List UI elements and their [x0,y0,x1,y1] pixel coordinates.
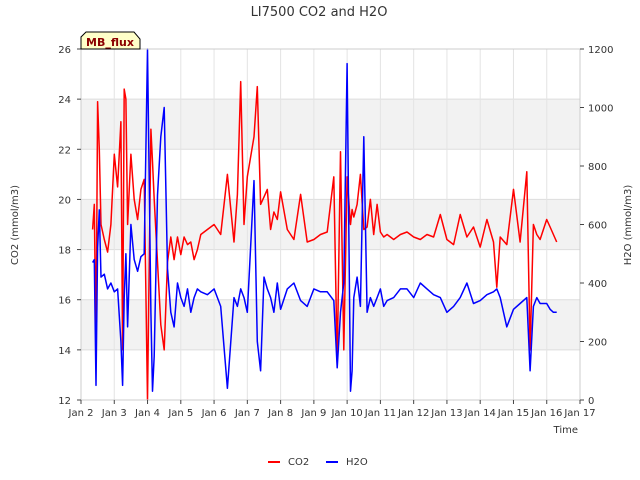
x-tick-label: Jan 12 [397,408,429,419]
x-tick-label: Jan 7 [234,408,260,419]
y-tick-label: 14 [58,346,71,357]
y-tick-label: 26 [58,45,71,56]
y2-tick-label: 600 [588,221,607,232]
x-tick-label: Jan 6 [201,408,227,419]
x-tick-label: Jan 10 [330,408,362,419]
x-tick-label: Jan 2 [68,408,94,419]
legend: CO2 H2O [268,457,368,468]
x-tick-label: Jan 3 [101,408,127,419]
y-axis-ticks: 12 14 16 18 20 22 24 26 [58,45,81,407]
x-tick-label: Jan 17 [563,408,595,419]
y-tick-label: 16 [58,296,71,307]
y2-tick-label: 200 [588,338,607,349]
y2-tick-label: 400 [588,279,607,290]
x-tick-label: Jan 5 [167,408,193,419]
y2-tick-label: 1000 [588,104,613,115]
x-tick-label: Jan 11 [364,408,396,419]
x-axis-ticks: Jan 2 Jan 3 Jan 4 Jan 5 Jan 6 Jan 7 Jan 8 Jan 9… [68,400,596,419]
legend-label-h2o: H2O [346,457,368,468]
chart-title: LI7500 CO2 and H2O [251,5,388,20]
annotation-label: MB_flux [86,36,134,49]
series-line-co2 [91,80,558,401]
y2-axis-ticks: 0 200 400 600 800 1000 1200 [580,45,613,407]
legend-label-co2: CO2 [288,457,309,468]
plot-band [81,99,580,150]
series-group [91,48,558,401]
y-tick-label: 12 [58,396,71,407]
y-tick-label: 18 [58,246,71,257]
y2-tick-label: 800 [588,162,607,173]
y-tick-label: 22 [58,145,71,156]
y-tick-label: 20 [58,195,71,206]
x-tick-label: Jan 15 [497,408,529,419]
y-axis-label: CO2 (mmol/m3) [10,185,21,265]
x-tick-label: Jan 9 [300,408,326,419]
annotation-badge: MB_flux [80,31,141,50]
y2-tick-label: 1200 [588,45,613,56]
x-tick-label: Jan 8 [267,408,293,419]
series-line-h2o [91,48,557,392]
x-tick-label: Jan 14 [464,408,496,419]
y-tick-label: 24 [58,95,71,106]
x-tick-label: Jan 16 [530,408,562,419]
y2-tick-label: 0 [588,396,594,407]
x-axis-label: Time [553,425,578,436]
x-tick-label: Jan 4 [134,408,160,419]
x-tick-label: Jan 13 [430,408,462,419]
y2-axis-label: H2O (mmol/m3) [623,185,634,266]
